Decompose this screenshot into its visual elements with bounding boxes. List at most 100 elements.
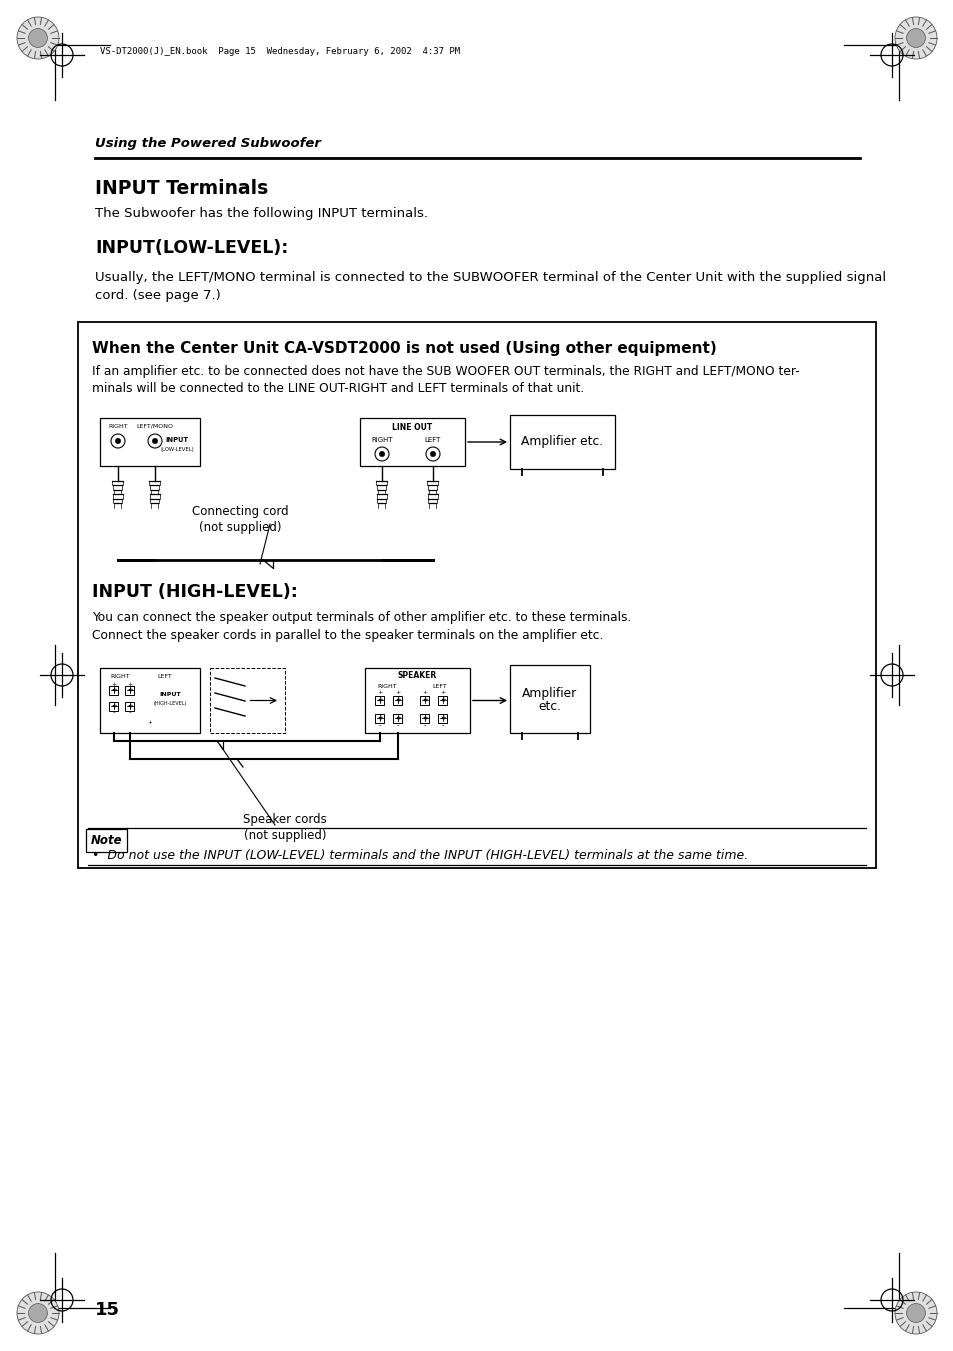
Text: Note: Note [91,834,123,847]
Text: +: + [127,688,132,693]
Text: VS-DT2000(J)_EN.book  Page 15  Wednesday, February 6, 2002  4:37 PM: VS-DT2000(J)_EN.book Page 15 Wednesday, … [100,47,459,57]
Circle shape [111,434,125,449]
Text: +: + [112,681,116,686]
Text: -: - [112,709,115,715]
Circle shape [894,18,936,59]
Circle shape [112,705,115,707]
Bar [375,713,384,723]
Text: +: + [111,703,117,709]
Bar [126,701,134,711]
Text: The Subwoofer has the following INPUT terminals.: The Subwoofer has the following INPUT te… [95,207,428,219]
Text: +: + [395,690,400,696]
Bar [100,667,200,734]
Circle shape [430,451,436,457]
Bar [126,685,134,694]
Bar [420,696,429,704]
Circle shape [905,28,924,47]
Circle shape [378,698,381,701]
Text: LEFT: LEFT [424,436,440,443]
Text: +: + [376,715,382,721]
Circle shape [396,717,398,719]
Bar [210,667,285,734]
Bar [78,322,875,867]
Text: Amplifier: Amplifier [522,686,577,700]
Text: •  Do not use the INPUT (LOW-LEVEL) terminals and the INPUT (HIGH-LEVEL) termina: • Do not use the INPUT (LOW-LEVEL) termi… [91,848,747,862]
Bar [110,685,118,694]
Text: RIGHT: RIGHT [108,423,128,428]
Circle shape [112,689,115,692]
Text: Speaker cords: Speaker cords [243,813,327,827]
Bar [510,415,615,469]
Circle shape [426,447,439,461]
Bar [359,417,464,466]
Text: If an amplifier etc. to be connected does not have the SUB WOOFER OUT terminals,: If an amplifier etc. to be connected doe… [91,366,799,378]
Text: INPUT: INPUT [165,436,189,443]
Text: +: + [395,697,400,703]
Bar [510,665,589,734]
Circle shape [379,451,384,457]
Circle shape [894,1292,936,1333]
Circle shape [148,434,162,449]
FancyBboxPatch shape [87,828,128,851]
Circle shape [375,447,389,461]
Text: +: + [421,697,428,703]
Text: -: - [129,709,132,715]
Circle shape [423,717,426,719]
Text: (not supplied): (not supplied) [198,521,281,535]
Text: (LOW-LEVEL): (LOW-LEVEL) [160,447,193,453]
Circle shape [129,705,132,707]
Text: +: + [376,697,382,703]
Text: 15: 15 [95,1301,120,1319]
Bar [438,713,447,723]
Text: +: + [377,690,382,696]
Circle shape [29,28,48,47]
Bar [100,417,200,466]
Text: +: + [440,690,445,696]
Text: +: + [439,697,445,703]
Text: INPUT Terminals: INPUT Terminals [95,178,268,197]
Text: +: + [395,715,400,721]
Text: INPUT: INPUT [159,692,181,697]
Bar [438,696,447,704]
Circle shape [17,18,59,59]
Text: (not supplied): (not supplied) [244,828,326,842]
Text: +: + [439,715,445,721]
Text: Using the Powered Subwoofer: Using the Powered Subwoofer [95,136,320,150]
Circle shape [17,1292,59,1333]
Text: LEFT: LEFT [432,684,447,689]
Text: Amplifier etc.: Amplifier etc. [521,435,603,449]
Text: +: + [111,688,117,693]
Text: LEFT: LEFT [157,674,172,678]
Text: +: + [128,681,132,686]
Text: (HIGH-LEVEL): (HIGH-LEVEL) [153,701,187,707]
Text: cord. (see page 7.): cord. (see page 7.) [95,289,220,301]
Text: INPUT (HIGH-LEVEL):: INPUT (HIGH-LEVEL): [91,584,297,601]
Circle shape [152,438,157,443]
Circle shape [423,698,426,701]
Circle shape [905,1304,924,1323]
Bar [365,667,470,734]
Text: SPEAKER: SPEAKER [397,670,436,680]
Text: -: - [378,721,381,728]
Text: +: + [422,690,427,696]
Bar [393,713,402,723]
Circle shape [29,1304,48,1323]
Text: RIGHT: RIGHT [376,684,396,689]
Text: -: - [441,721,444,728]
Circle shape [129,689,132,692]
Circle shape [441,717,444,719]
Circle shape [378,717,381,719]
Text: You can connect the speaker output terminals of other amplifier etc. to these te: You can connect the speaker output termi… [91,612,631,624]
Text: LEFT/MONO: LEFT/MONO [136,423,173,428]
Circle shape [396,698,398,701]
Text: Usually, the LEFT/MONO terminal is connected to the SUBWOOFER terminal of the Ce: Usually, the LEFT/MONO terminal is conne… [95,272,885,285]
Circle shape [441,698,444,701]
Text: LINE OUT: LINE OUT [392,423,432,431]
Bar [393,696,402,704]
Text: minals will be connected to the LINE OUT-RIGHT and LEFT terminals of that unit.: minals will be connected to the LINE OUT… [91,382,583,396]
Text: Connecting cord: Connecting cord [192,505,288,519]
Bar [420,713,429,723]
Bar [375,696,384,704]
Text: RIGHT: RIGHT [371,436,393,443]
Text: +: + [421,715,428,721]
